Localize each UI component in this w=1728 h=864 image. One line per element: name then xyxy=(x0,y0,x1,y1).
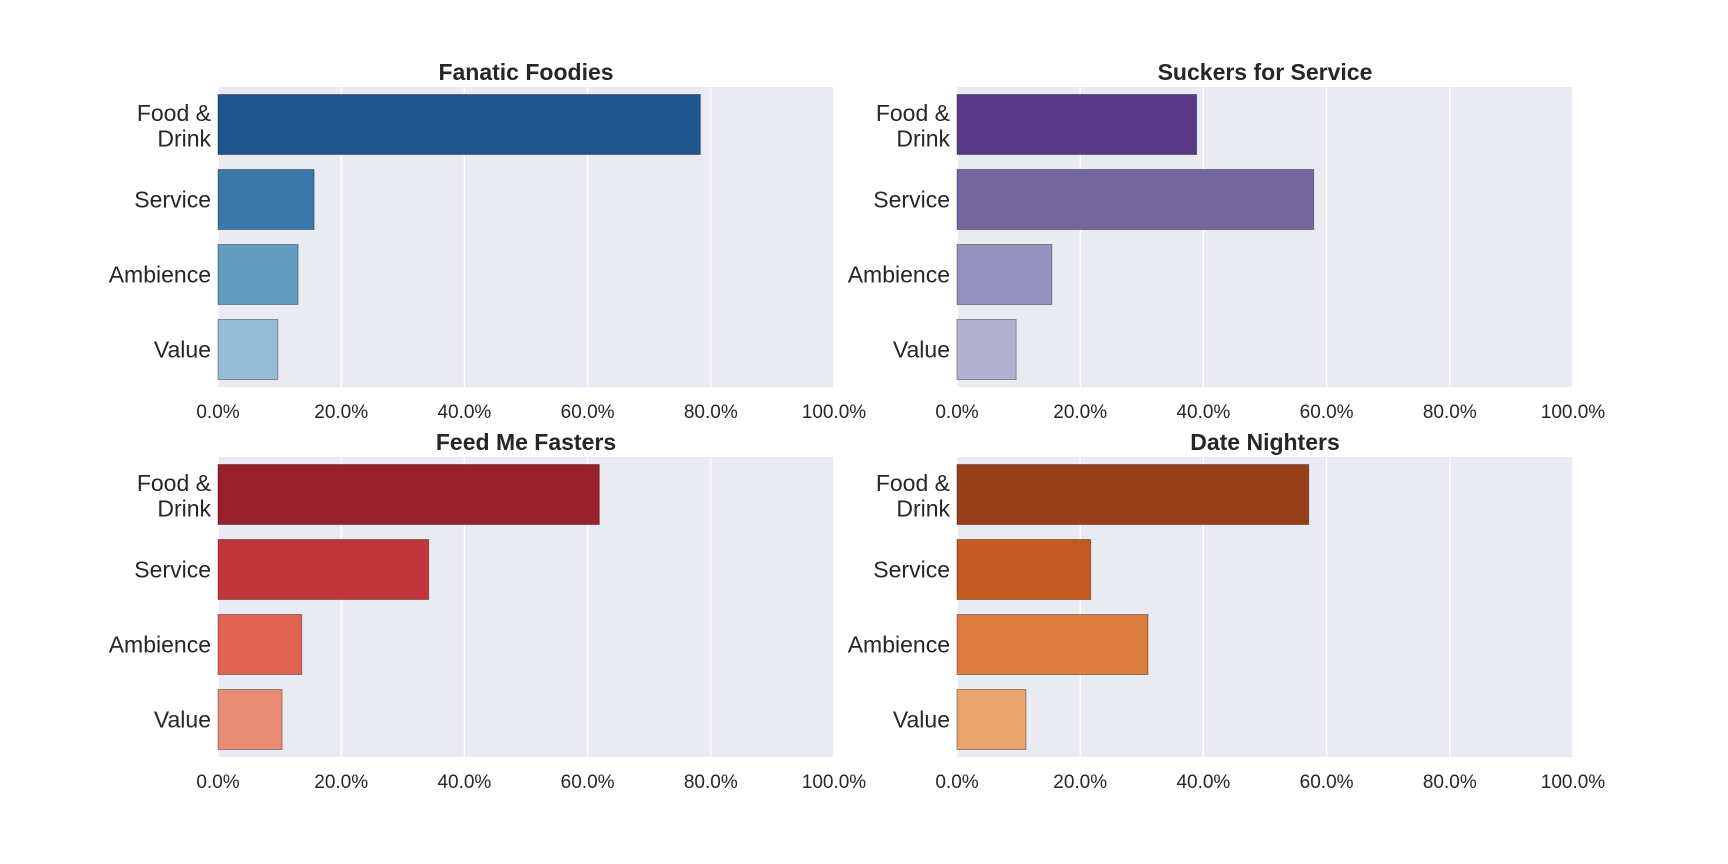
bar xyxy=(217,614,303,675)
y-category-label: Value xyxy=(154,337,211,363)
bar xyxy=(217,319,279,380)
bar xyxy=(956,614,1149,675)
bar xyxy=(217,244,299,305)
subplot-title: Suckers for Service xyxy=(1158,59,1373,85)
subplot-title: Fanatic Foodies xyxy=(438,59,613,85)
subplot-3: 0.0% 20.0% 40.0% 60.0% 80.0% 100.0% Food & Drin… xyxy=(109,429,867,793)
bar xyxy=(956,464,1310,525)
x-tick-label: 100.0% xyxy=(1541,772,1606,793)
y-category-label: Service xyxy=(873,187,950,213)
x-tick-label: 80.0% xyxy=(1423,402,1477,423)
bar xyxy=(217,169,315,230)
x-tick-label: 80.0% xyxy=(1423,772,1477,793)
subplot-4: 0.0% 20.0% 40.0% 60.0% 80.0% 100.0% Food & Drin… xyxy=(848,429,1606,793)
x-tick-label: 100.0% xyxy=(802,772,867,793)
y-category-label: Ambience xyxy=(109,262,211,288)
x-tick-label: 80.0% xyxy=(684,772,738,793)
y-category-label: Ambience xyxy=(848,632,950,658)
x-tick-label: 100.0% xyxy=(802,402,867,423)
bar xyxy=(217,464,600,525)
x-tick-label: 40.0% xyxy=(1176,402,1230,423)
y-category-label: Value xyxy=(154,707,211,733)
x-tick-label: 0.0% xyxy=(196,402,239,423)
bar xyxy=(956,319,1017,380)
y-category-label: Service xyxy=(873,557,950,583)
y-category-label: Service xyxy=(134,557,211,583)
bar xyxy=(956,169,1315,230)
x-tick-label: 40.0% xyxy=(437,402,491,423)
bar xyxy=(217,689,283,750)
bar xyxy=(956,539,1092,600)
subplot-title: Date Nighters xyxy=(1190,429,1340,455)
x-tick-label: 60.0% xyxy=(1300,402,1354,423)
x-tick-label: 20.0% xyxy=(1053,772,1107,793)
x-tick-label: 60.0% xyxy=(561,772,615,793)
x-tick-label: 20.0% xyxy=(314,402,368,423)
x-tick-label: 20.0% xyxy=(1053,402,1107,423)
y-category-label: Food & Drink xyxy=(876,100,951,151)
subplot-2: 0.0% 20.0% 40.0% 60.0% 80.0% 100.0% Food & Drin… xyxy=(848,59,1606,423)
x-tick-label: 60.0% xyxy=(1300,772,1354,793)
x-tick-label: 60.0% xyxy=(561,402,615,423)
bar xyxy=(217,94,701,155)
x-tick-label: 100.0% xyxy=(1541,402,1606,423)
x-tick-label: 80.0% xyxy=(684,402,738,423)
y-category-label: Value xyxy=(893,707,950,733)
bar xyxy=(956,689,1027,750)
bar xyxy=(217,539,430,600)
x-tick-label: 40.0% xyxy=(437,772,491,793)
x-tick-label: 20.0% xyxy=(314,772,368,793)
subplot-title: Feed Me Fasters xyxy=(436,429,616,455)
y-category-label: Ambience xyxy=(109,632,211,658)
x-tick-label: 0.0% xyxy=(196,772,239,793)
y-category-label: Ambience xyxy=(848,262,950,288)
y-category-label: Value xyxy=(893,337,950,363)
bar xyxy=(956,94,1198,155)
x-tick-label: 0.0% xyxy=(935,772,978,793)
x-tick-label: 40.0% xyxy=(1176,772,1230,793)
bar xyxy=(956,244,1053,305)
y-category-label: Food & Drink xyxy=(137,470,212,521)
y-category-label: Food & Drink xyxy=(876,470,951,521)
y-category-label: Food & Drink xyxy=(137,100,212,151)
y-category-label: Service xyxy=(134,187,211,213)
subplot-1: 0.0% 20.0% 40.0% 60.0% 80.0% 100.0% Food & Drin… xyxy=(109,59,867,423)
x-tick-label: 0.0% xyxy=(935,402,978,423)
